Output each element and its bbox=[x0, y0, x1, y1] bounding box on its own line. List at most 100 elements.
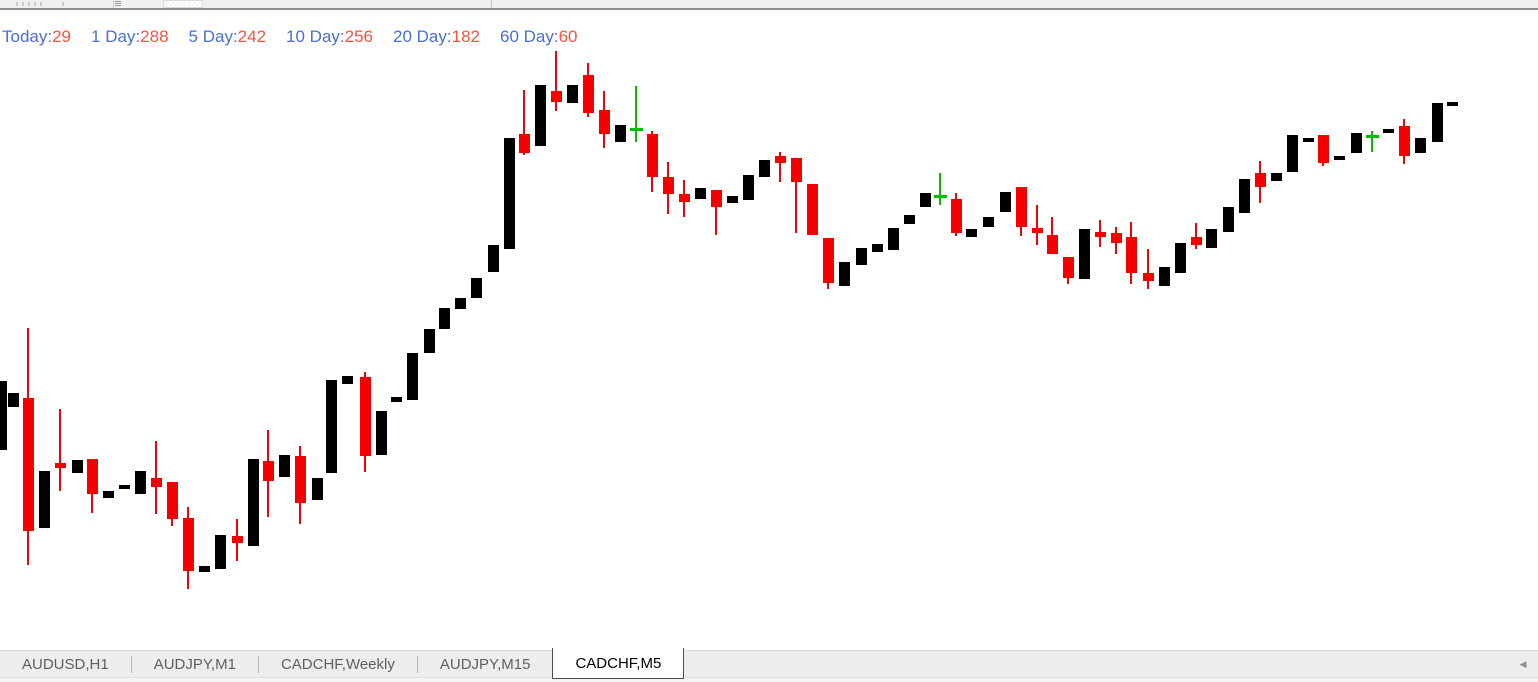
candle-body bbox=[983, 217, 994, 227]
candle-body bbox=[55, 463, 66, 468]
candle-body bbox=[439, 308, 450, 329]
candle-body bbox=[471, 278, 482, 298]
candle-body bbox=[1079, 229, 1090, 279]
candle-body bbox=[1255, 173, 1266, 187]
candle-body bbox=[1287, 135, 1298, 172]
candle-wick bbox=[1195, 223, 1197, 249]
candle-body bbox=[1447, 102, 1458, 106]
candle-body bbox=[232, 536, 243, 543]
candle-body bbox=[1095, 232, 1106, 237]
candle-body bbox=[1047, 235, 1058, 254]
candle-body bbox=[0, 381, 7, 450]
tab-audusd-h1[interactable]: AUDUSD,H1 bbox=[22, 656, 109, 673]
candle-body bbox=[920, 193, 931, 207]
tab-cadchf-m5[interactable]: CADCHF,M5 bbox=[552, 648, 685, 679]
tab-cadchf-weekly[interactable]: CADCHF,Weekly bbox=[280, 656, 395, 673]
candle-body bbox=[775, 156, 786, 163]
candle-body bbox=[295, 456, 306, 503]
candle-body bbox=[103, 491, 114, 498]
candle-wick bbox=[795, 158, 797, 233]
candle-body bbox=[263, 461, 274, 481]
candle-body bbox=[807, 184, 818, 235]
indicator-stat-label: 1 Day: bbox=[91, 27, 141, 46]
candle-body bbox=[839, 262, 850, 286]
candle-body bbox=[1000, 192, 1011, 212]
candle-body bbox=[966, 229, 977, 237]
candle-body bbox=[8, 393, 19, 407]
doji-cross-vertical bbox=[1371, 131, 1373, 152]
candle-body bbox=[183, 518, 194, 571]
indicator-stat-label: 60 Day: bbox=[499, 27, 559, 46]
candle-body bbox=[23, 398, 34, 531]
candle-body bbox=[504, 138, 515, 249]
candle-body bbox=[743, 175, 754, 200]
toolbar-remnant-dots bbox=[62, 2, 68, 6]
candle-body bbox=[951, 199, 962, 233]
toolbar-hatched-box bbox=[163, 0, 203, 8]
candle-body bbox=[342, 376, 353, 384]
indicator-stat-value: 182 bbox=[451, 27, 480, 46]
candle-body bbox=[167, 482, 178, 519]
indicator-stat-label: Today: bbox=[2, 27, 53, 46]
candle-body bbox=[1206, 229, 1217, 248]
candle-body bbox=[424, 329, 435, 353]
candle-body bbox=[1271, 173, 1282, 181]
doji-cross-horizontal bbox=[934, 195, 947, 198]
indicator-stat-label: 10 Day: bbox=[286, 27, 345, 46]
toolbar-remnant-dots bbox=[16, 2, 42, 6]
candle-body bbox=[519, 134, 530, 153]
candle-body bbox=[72, 460, 83, 473]
candle-wick bbox=[1147, 249, 1149, 289]
indicator-stat: 20 Day: 182 bbox=[393, 27, 480, 47]
candle-body bbox=[615, 125, 626, 142]
toolbar-divider bbox=[113, 0, 114, 8]
candle-body bbox=[727, 196, 738, 203]
candle-wick bbox=[555, 51, 557, 111]
candle-body bbox=[823, 238, 834, 283]
indicator-stat-value: 242 bbox=[237, 27, 267, 46]
tab-separator bbox=[257, 656, 259, 673]
candle-body bbox=[599, 110, 610, 134]
chart-tabs: AUDUSD,H1 AUDJPY,M1 CADCHF,Weekly AUDJPY,M1… bbox=[0, 648, 1538, 679]
candle-body bbox=[407, 353, 418, 400]
candle-body bbox=[1191, 237, 1202, 245]
candle-body bbox=[679, 194, 690, 202]
indicator-row: Today: 29 1 Day: 288 5 Day: 242 10 Day: 256 20 D… bbox=[2, 27, 578, 47]
candle-body bbox=[248, 459, 259, 546]
doji-cross-vertical bbox=[635, 86, 637, 142]
candle-body bbox=[312, 478, 323, 500]
candle-body bbox=[904, 215, 915, 224]
indicator-stat-value: 60 bbox=[558, 27, 578, 46]
candle-body bbox=[1432, 103, 1443, 142]
candle-body bbox=[1318, 135, 1329, 163]
candle-body bbox=[1126, 237, 1137, 273]
candle-body bbox=[647, 134, 658, 177]
candle-body bbox=[1303, 138, 1314, 142]
tab-audjpy-m1[interactable]: AUDJPY,M1 bbox=[153, 656, 236, 673]
candle-body bbox=[535, 85, 546, 146]
toolbar-divider bbox=[491, 0, 492, 8]
candle-body bbox=[695, 188, 706, 199]
candle-body bbox=[87, 459, 98, 494]
indicator-stat: 5 Day: 242 bbox=[189, 27, 267, 47]
candle-body bbox=[488, 245, 499, 272]
candle-wick bbox=[779, 152, 781, 182]
candle-body bbox=[1399, 126, 1410, 156]
candle-body bbox=[583, 75, 594, 113]
indicator-stat-label: 20 Day: bbox=[393, 27, 452, 46]
candle-body bbox=[1032, 228, 1043, 233]
candle-body bbox=[1383, 129, 1394, 133]
tab-separator bbox=[130, 656, 132, 673]
candle-wick bbox=[155, 441, 157, 514]
candle-body bbox=[759, 160, 770, 177]
chart-tab-bar: AUDUSD,H1 AUDJPY,M1 CADCHF,Weekly AUDJPY,M1… bbox=[0, 648, 1538, 682]
toolbar-strip bbox=[0, 0, 1538, 10]
candle-body bbox=[279, 455, 290, 477]
candle-wick bbox=[59, 409, 61, 491]
tab-audjpy-m15[interactable]: AUDJPY,M15 bbox=[439, 656, 531, 673]
indicator-stat-value: 288 bbox=[140, 27, 169, 46]
chevron-left-icon: ◀ bbox=[1519, 659, 1527, 669]
indicator-stat: 10 Day: 256 bbox=[286, 27, 373, 47]
tab-scroll-left-button[interactable]: ◀ bbox=[1516, 656, 1530, 672]
